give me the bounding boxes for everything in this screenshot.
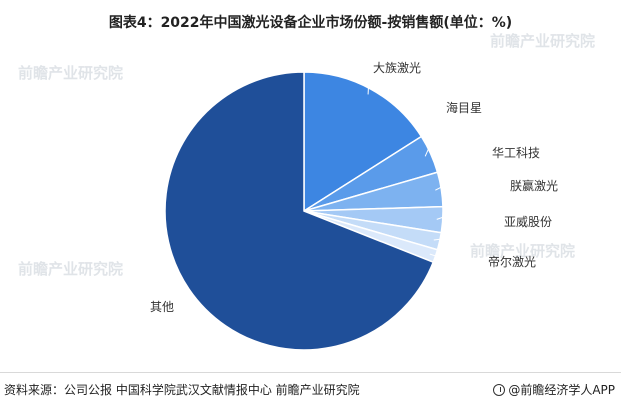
slice-label: 朕赢激光 (510, 178, 558, 193)
source-note: 资料来源：公司公报 中国科学院武汉文献情报中心 前瞻产业研究院 (4, 383, 360, 397)
watermark: 前瞻产业研究院 (490, 32, 596, 50)
leader-line (436, 195, 507, 220)
pie-slice (303, 71, 423, 213)
slice-label: 帝尔激光 (488, 254, 536, 269)
leader-line (435, 162, 489, 191)
qianzhan-logo-icon (493, 384, 506, 396)
leader-line (429, 253, 485, 273)
slice-label: 其他 (150, 300, 174, 314)
slice-label: 亚威股份 (504, 215, 552, 229)
watermark: 前瞻产业研究院 (470, 242, 576, 260)
leader-line (424, 117, 443, 157)
slice-label: 大族激光 (373, 61, 421, 75)
footer-divider (0, 372, 621, 373)
slice-label: 华工科技 (492, 146, 540, 160)
leader-line (433, 231, 501, 241)
brand-credit: @前瞻经济学人APP (493, 381, 615, 398)
watermark: 前瞻产业研究院 (18, 64, 124, 82)
chart-title: 图表4：2022年中国激光设备企业市场份额-按销售额(单位：%) (108, 15, 513, 31)
leader-line (367, 77, 370, 95)
pie-slices (164, 71, 444, 351)
watermark: 前瞻产业研究院 (18, 260, 124, 278)
leader-lines (367, 77, 507, 273)
slice-label: 海目星 (446, 100, 482, 115)
pie-slice (164, 71, 435, 351)
brand-text: @前瞻经济学人APP (508, 383, 615, 397)
